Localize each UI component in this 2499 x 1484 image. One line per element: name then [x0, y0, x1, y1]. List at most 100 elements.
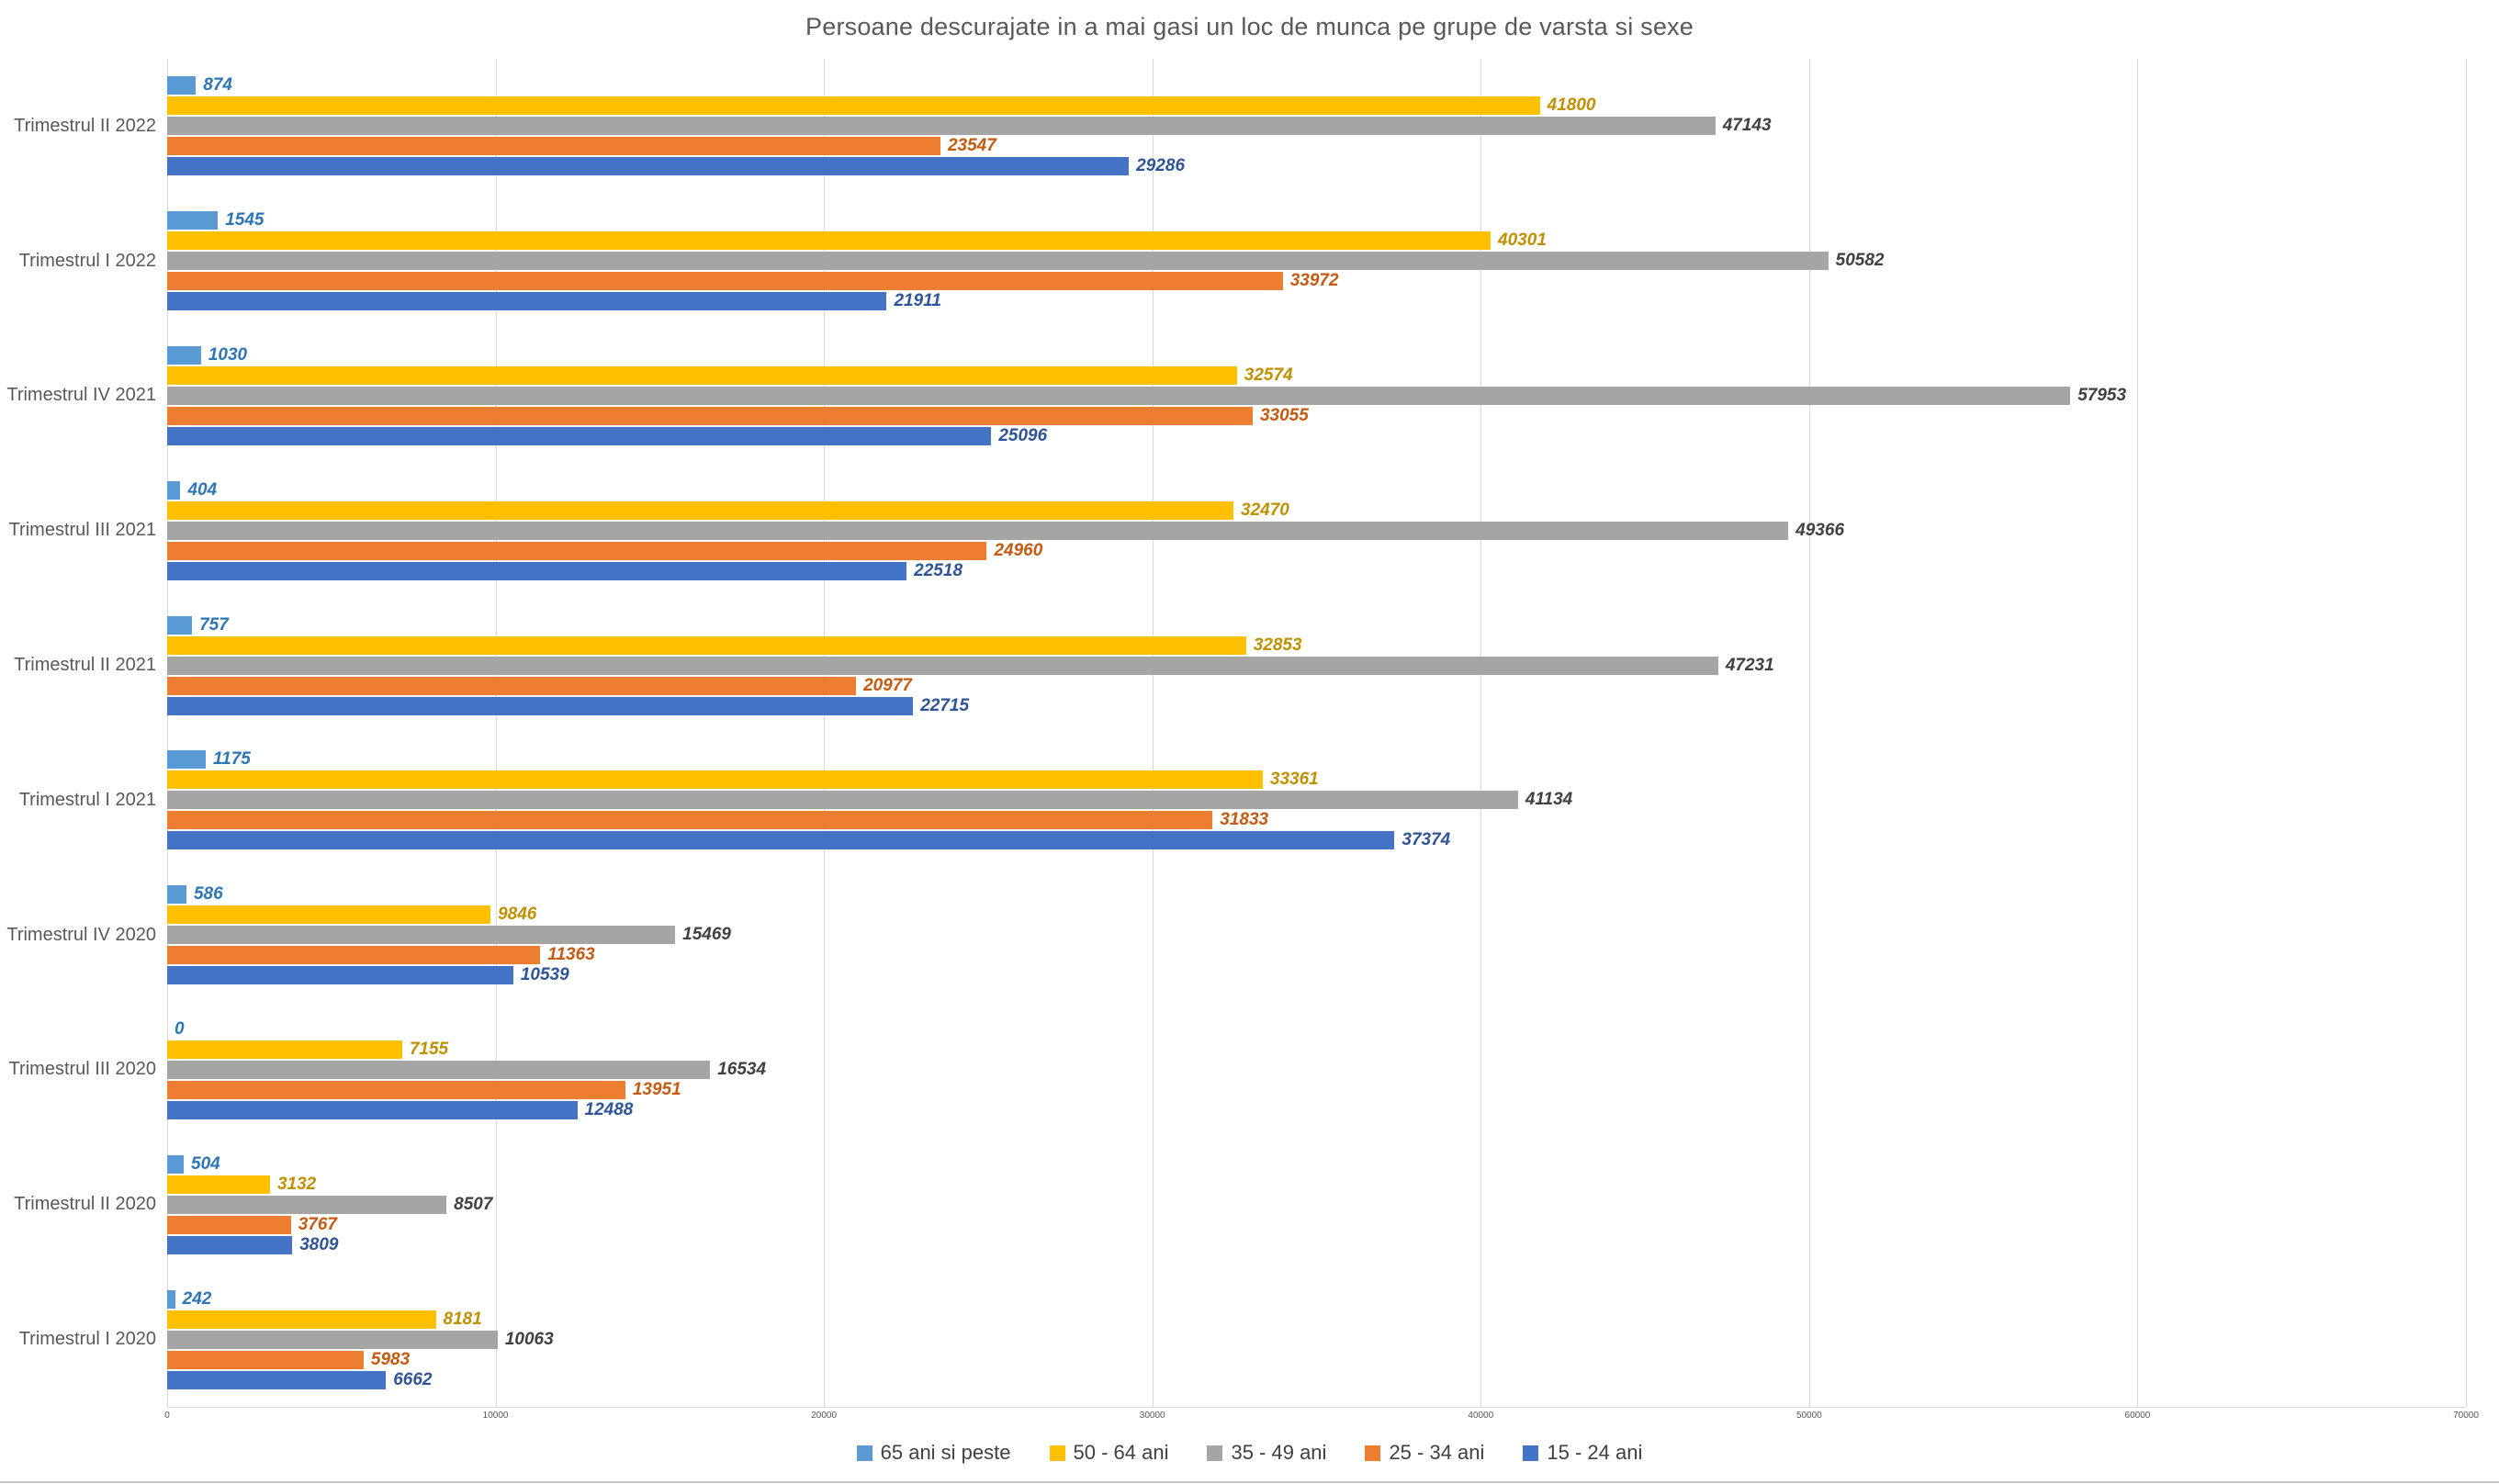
category-label: Trimestrul I 2022	[18, 250, 156, 271]
bar-value-label: 41800	[1547, 96, 1596, 116]
gridline	[824, 59, 826, 1407]
bar-value-label: 13951	[632, 1079, 681, 1099]
bar-row: 23547	[167, 136, 2466, 156]
gridline	[1480, 59, 1482, 1407]
plot-area: Trimestrul II 2022 874 41800 47143 23547 2928…	[0, 59, 2499, 1408]
bar-group: Trimestrul I 2021 1175 33361 41134 31833 3737…	[0, 733, 2499, 868]
bar-value-label: 10539	[520, 965, 569, 985]
bar-65-ani-si-peste	[167, 885, 186, 905]
bar-35---49-ani	[167, 386, 2071, 405]
gridline	[1152, 59, 1154, 1407]
bar-value-label: 31833	[1220, 810, 1269, 830]
bar-row: 29286	[167, 156, 2466, 176]
bar-15---24-ani	[167, 1235, 293, 1254]
gridline	[2466, 59, 2467, 1407]
bar-row: 757	[167, 615, 2466, 635]
bar-row: 21911	[167, 291, 2466, 311]
bar-row: 50582	[167, 251, 2466, 271]
bar-value-label: 49366	[1795, 520, 1845, 540]
bar-value-label: 24960	[994, 540, 1043, 560]
bar-50---64-ani	[167, 231, 1492, 251]
bar-value-label: 874	[203, 75, 232, 96]
bar-row: 242	[167, 1288, 2466, 1309]
legend-swatch	[1049, 1445, 1065, 1461]
bar-value-label: 20977	[863, 675, 912, 695]
bar-value-label: 3132	[276, 1174, 317, 1194]
bar-value-label: 23547	[947, 136, 996, 156]
bar-value-label: 0	[174, 1018, 185, 1039]
bar-35---49-ani	[167, 926, 676, 945]
gridline	[1808, 59, 1810, 1407]
legend-swatch	[1365, 1445, 1381, 1461]
bar-row: 1545	[167, 210, 2466, 230]
bar-row: 16534	[167, 1060, 2466, 1079]
bar-value-label: 25096	[998, 425, 1048, 445]
legend-item-35---49-ani: 35 - 49 ani	[1207, 1441, 1326, 1465]
legend-item-65-ani-si-peste: 65 ani si peste	[856, 1441, 1011, 1465]
bars: 242 8181 10063 5983 6662	[167, 1272, 2466, 1407]
bar-row: 37374	[167, 830, 2466, 850]
legend-label: 50 - 64 ani	[1073, 1441, 1169, 1464]
bar-65-ani-si-peste	[167, 76, 197, 96]
bar-value-label: 22518	[914, 560, 963, 580]
bar-row: 874	[167, 75, 2466, 96]
bar-row: 32470	[167, 500, 2466, 520]
legend-swatch	[856, 1445, 872, 1461]
bar-value-label: 8181	[443, 1309, 482, 1329]
bar-50---64-ani	[167, 770, 1263, 790]
x-axis: 0 10000 20000 30000 40000 50000 60000 70000	[164, 1411, 2479, 1425]
bar-value-label: 10063	[504, 1329, 554, 1349]
bar-row: 8181	[167, 1310, 2466, 1329]
bar-25---34-ani	[167, 137, 940, 156]
bar-65-ani-si-peste	[167, 750, 206, 770]
bars: 0 7155 16534 13951 12488	[167, 1003, 2466, 1138]
bar-group: Trimestrul I 2020 242 8181 10063 5983 6662	[0, 1272, 2499, 1407]
bar-value-label: 33361	[1269, 770, 1319, 790]
bar-15---24-ani	[167, 696, 914, 715]
bars: 1545 40301 50582 33972 21911	[167, 194, 2466, 329]
bar-value-label: 242	[182, 1288, 212, 1309]
bar-row: 31833	[167, 810, 2466, 830]
bar-value-label: 47143	[1722, 116, 1772, 136]
bar-row: 1175	[167, 749, 2466, 770]
legend-item-15---24-ani: 15 - 24 ani	[1523, 1441, 1642, 1465]
category-label: Trimestrul III 2020	[8, 1059, 156, 1080]
bar-35---49-ani	[167, 252, 1829, 271]
bar-25---34-ani	[167, 811, 1213, 830]
bar-group: Trimestrul IV 2021 1030 32574 57953 33055 250…	[0, 329, 2499, 464]
bar-50---64-ani	[167, 1310, 436, 1329]
bar-row: 57953	[167, 386, 2466, 405]
bar-50---64-ani	[167, 96, 1540, 116]
bar-value-label: 5983	[370, 1349, 411, 1369]
bar-value-label: 6662	[393, 1369, 433, 1389]
bar-35---49-ani	[167, 117, 1716, 136]
x-tick-label: 40000	[1468, 1411, 1494, 1421]
bar-25---34-ani	[167, 541, 987, 560]
category-label: Trimestrul II 2022	[14, 115, 156, 136]
bar-row: 6662	[167, 1369, 2466, 1389]
bar-value-label: 41134	[1525, 790, 1573, 810]
bar-value-label: 47231	[1725, 655, 1774, 675]
bar-value-label: 11363	[547, 945, 595, 965]
bar-50---64-ani	[167, 905, 491, 925]
bar-value-label: 21911	[894, 291, 941, 311]
bar-group: Trimestrul IV 2020 586 9846 15469 11363 10539	[0, 868, 2499, 1003]
bar-row: 9846	[167, 905, 2466, 925]
bar-value-label: 32853	[1253, 635, 1302, 655]
bar-row: 5983	[167, 1349, 2466, 1369]
bar-value-label: 37374	[1401, 830, 1451, 850]
category-label: Trimestrul I 2021	[18, 789, 156, 810]
bar-15---24-ani	[167, 426, 992, 445]
bar-25---34-ani	[167, 1080, 625, 1099]
category-label: Trimestrul II 2020	[14, 1194, 156, 1215]
x-tick-label: 0	[164, 1411, 170, 1421]
bar-65-ani-si-peste	[167, 1154, 185, 1174]
bar-row: 24960	[167, 540, 2466, 560]
bar-value-label: 3809	[299, 1234, 339, 1254]
x-tick-label: 50000	[1795, 1411, 1822, 1421]
gridlines	[167, 59, 2467, 1408]
gridline	[167, 59, 168, 1407]
bar-25---34-ani	[167, 946, 541, 965]
bar-group: Trimestrul II 2022 874 41800 47143 23547 2928…	[0, 59, 2499, 194]
legend-label: 15 - 24 ani	[1547, 1441, 1643, 1464]
